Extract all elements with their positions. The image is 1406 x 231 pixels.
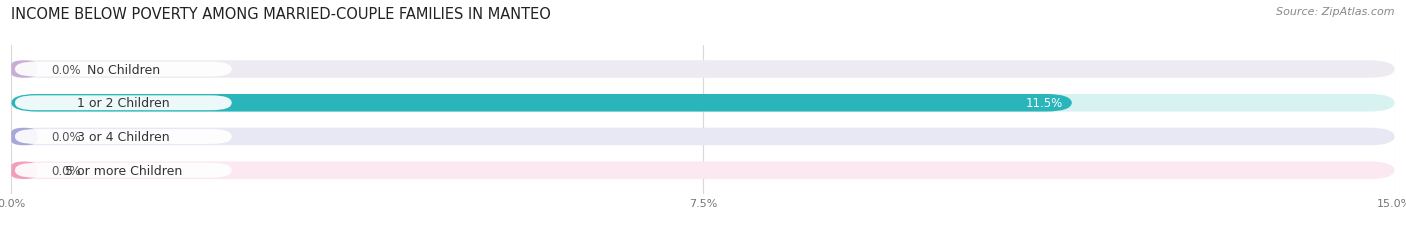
FancyBboxPatch shape xyxy=(15,130,232,144)
FancyBboxPatch shape xyxy=(11,128,37,146)
FancyBboxPatch shape xyxy=(11,61,1395,79)
FancyBboxPatch shape xyxy=(11,94,1395,112)
FancyBboxPatch shape xyxy=(11,94,1071,112)
Text: 5 or more Children: 5 or more Children xyxy=(65,164,181,177)
Text: 1 or 2 Children: 1 or 2 Children xyxy=(77,97,170,110)
Text: INCOME BELOW POVERTY AMONG MARRIED-COUPLE FAMILIES IN MANTEO: INCOME BELOW POVERTY AMONG MARRIED-COUPL… xyxy=(11,7,551,22)
FancyBboxPatch shape xyxy=(15,62,232,77)
FancyBboxPatch shape xyxy=(11,128,1395,146)
Text: Source: ZipAtlas.com: Source: ZipAtlas.com xyxy=(1277,7,1395,17)
FancyBboxPatch shape xyxy=(11,61,37,79)
FancyBboxPatch shape xyxy=(11,162,37,179)
FancyBboxPatch shape xyxy=(11,162,1395,179)
Text: 11.5%: 11.5% xyxy=(1025,97,1063,110)
FancyBboxPatch shape xyxy=(15,96,232,111)
Text: No Children: No Children xyxy=(87,63,160,76)
Text: 0.0%: 0.0% xyxy=(51,164,80,177)
FancyBboxPatch shape xyxy=(15,163,232,178)
Text: 0.0%: 0.0% xyxy=(51,131,80,143)
Text: 0.0%: 0.0% xyxy=(51,63,80,76)
Text: 3 or 4 Children: 3 or 4 Children xyxy=(77,131,170,143)
